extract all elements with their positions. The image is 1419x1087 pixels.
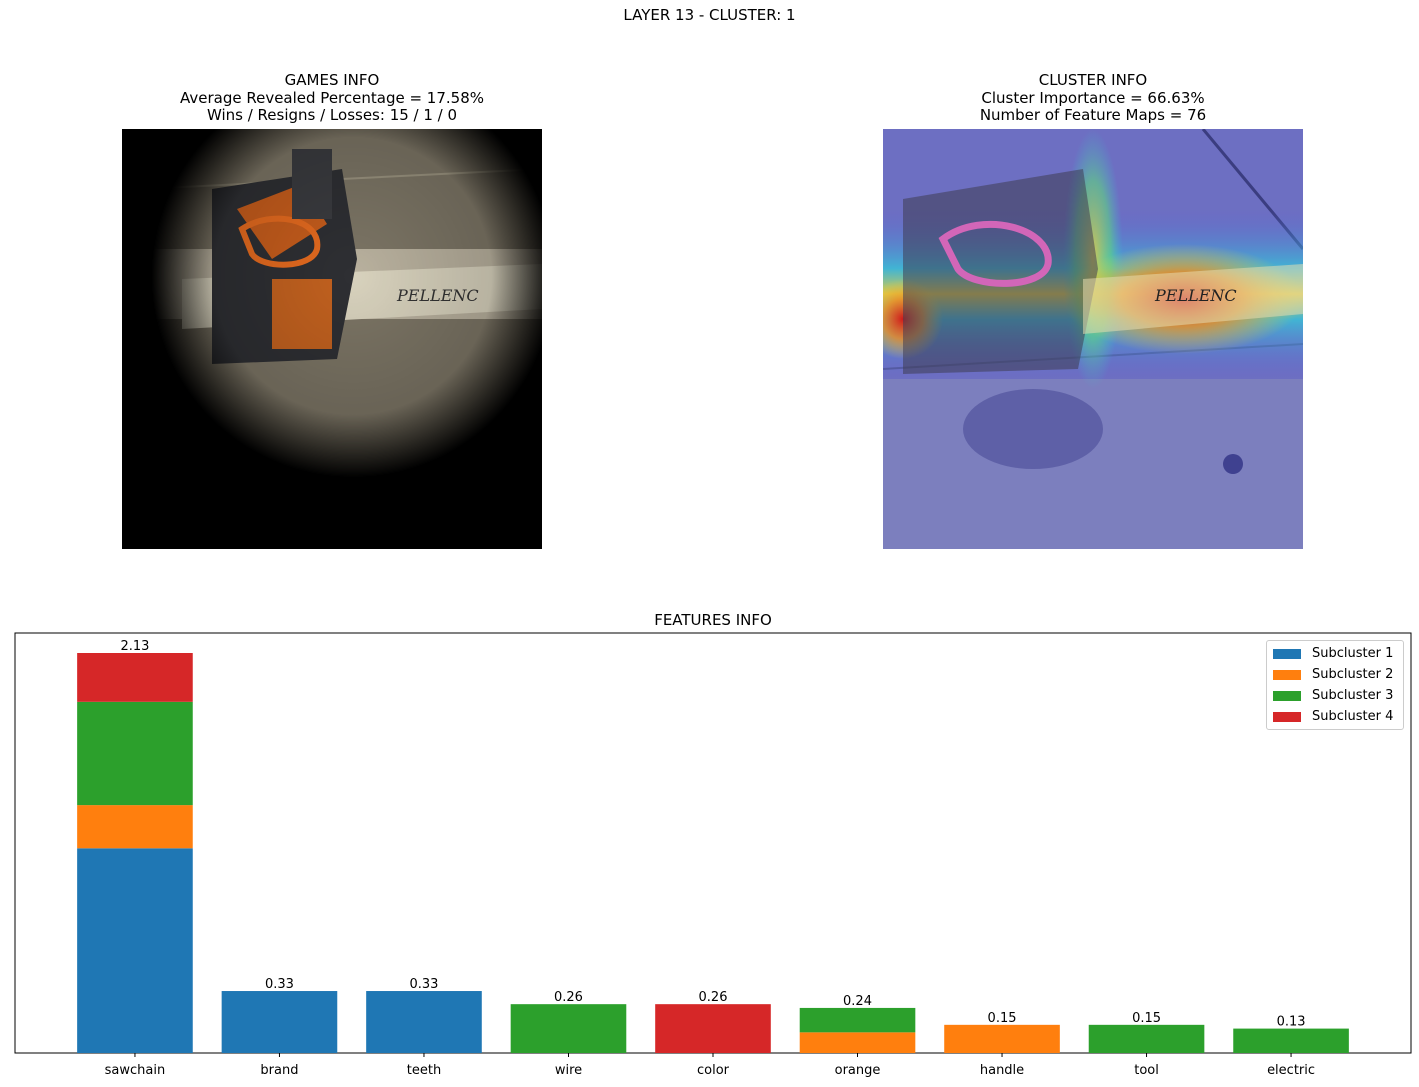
- x-tick-label: wire: [555, 1063, 582, 1078]
- legend-swatch: [1273, 690, 1301, 701]
- total-labels: 2.13 0.33 0.33 0.26 0.26 0.24 0.15 0.15 0.13: [120, 639, 1305, 1030]
- cluster-importance: Cluster Importance = 66.63%: [981, 88, 1205, 107]
- bar-teeth-subcluster-1: [366, 991, 482, 1053]
- bar-total-label: 0.26: [554, 990, 583, 1005]
- legend-swatch: [1273, 648, 1301, 659]
- legend-swatch: [1273, 669, 1301, 680]
- number-of-feature-maps: Number of Feature Maps = 76: [979, 106, 1207, 124]
- x-tick-label: electric: [1267, 1063, 1315, 1078]
- heatmap-graphic: PELLENC: [883, 129, 1303, 549]
- x-tick-label: color: [697, 1063, 730, 1078]
- bar-brand-subcluster-1: [221, 991, 338, 1053]
- bar-sawchain-subcluster-2: [77, 805, 193, 849]
- masked-chainsaw-graphic: PELLENC: [122, 129, 542, 549]
- bar-total-label: 0.15: [1132, 1011, 1161, 1026]
- legend-item-subcluster-1: Subcluster 1: [1267, 643, 1403, 664]
- bar-group: [77, 653, 1349, 1053]
- bar-total-label: 0.26: [699, 990, 728, 1005]
- games-info-heading: GAMES INFO: [284, 71, 380, 89]
- bar-orange-subcluster-2: [799, 1032, 916, 1053]
- cluster-info-heading: CLUSTER INFO: [1038, 71, 1148, 89]
- legend-label: Subcluster 4: [1312, 709, 1394, 724]
- bar-sawchain-subcluster-3: [77, 701, 193, 806]
- x-tick-label: teeth: [407, 1063, 441, 1078]
- bar-color-subcluster-4: [655, 1004, 771, 1053]
- x-tick-label: tool: [1134, 1063, 1159, 1078]
- bar-wire-subcluster-3: [510, 1004, 627, 1053]
- legend-label: Subcluster 3: [1312, 688, 1394, 703]
- bar-total-label: 0.15: [988, 1011, 1017, 1026]
- legend-swatch: [1273, 711, 1301, 722]
- legend-label: Subcluster 2: [1312, 667, 1394, 682]
- cluster-heatmap-image: PELLENC: [883, 129, 1303, 549]
- bar-sawchain-subcluster-4: [77, 653, 193, 702]
- bar-tool-subcluster-3: [1088, 1024, 1205, 1053]
- bar-handle-subcluster-2: [944, 1024, 1060, 1053]
- bar-orange-subcluster-3: [799, 1007, 916, 1033]
- bar-electric-subcluster-3: [1233, 1028, 1349, 1053]
- average-revealed-percentage: Average Revealed Percentage = 17.58%: [179, 88, 484, 107]
- x-tick-label: handle: [980, 1063, 1024, 1078]
- legend-item-subcluster-4: Subcluster 4: [1267, 706, 1403, 727]
- features-info-title: FEATURES INFO: [654, 611, 772, 629]
- wins-resigns-losses: Wins / Resigns / Losses: 15 / 1 / 0: [206, 106, 458, 124]
- x-tick-label: sawchain: [105, 1063, 166, 1078]
- bar-total-label: 0.13: [1277, 1015, 1306, 1030]
- x-tick-label: brand: [260, 1063, 298, 1078]
- bar-total-label: 0.33: [265, 977, 294, 992]
- svg-text:PELLENC: PELLENC: [396, 286, 479, 305]
- bar-total-label: 0.24: [843, 994, 872, 1009]
- svg-text:PELLENC: PELLENC: [1154, 286, 1237, 305]
- masked-chainsaw-image: PELLENC: [122, 129, 542, 549]
- x-tick-label: orange: [835, 1063, 881, 1078]
- legend: Subcluster 1 Subcluster 2 Subcluster 3 S…: [1266, 640, 1404, 730]
- bar-sawchain-subcluster-1: [77, 848, 193, 1053]
- legend-item-subcluster-3: Subcluster 3: [1267, 685, 1403, 706]
- games-info-title: GAMES INFO Average Revealed Percentage =…: [122, 71, 542, 125]
- figure-title: LAYER 13 - CLUSTER: 1: [623, 6, 796, 24]
- x-tick-labels: sawchain brand teeth wire color orange handle t…: [105, 1053, 1315, 1078]
- cluster-info-title: CLUSTER INFO Cluster Importance = 66.63%…: [883, 71, 1303, 125]
- features-bar-chart: 2.13 0.33 0.33 0.26 0.26 0.24 0.15 0.15 0.13 saw…: [14, 632, 1412, 1078]
- bar-total-label: 2.13: [120, 639, 149, 654]
- legend-item-subcluster-2: Subcluster 2: [1267, 664, 1403, 685]
- legend-label: Subcluster 1: [1312, 646, 1394, 661]
- bar-total-label: 0.33: [409, 977, 438, 992]
